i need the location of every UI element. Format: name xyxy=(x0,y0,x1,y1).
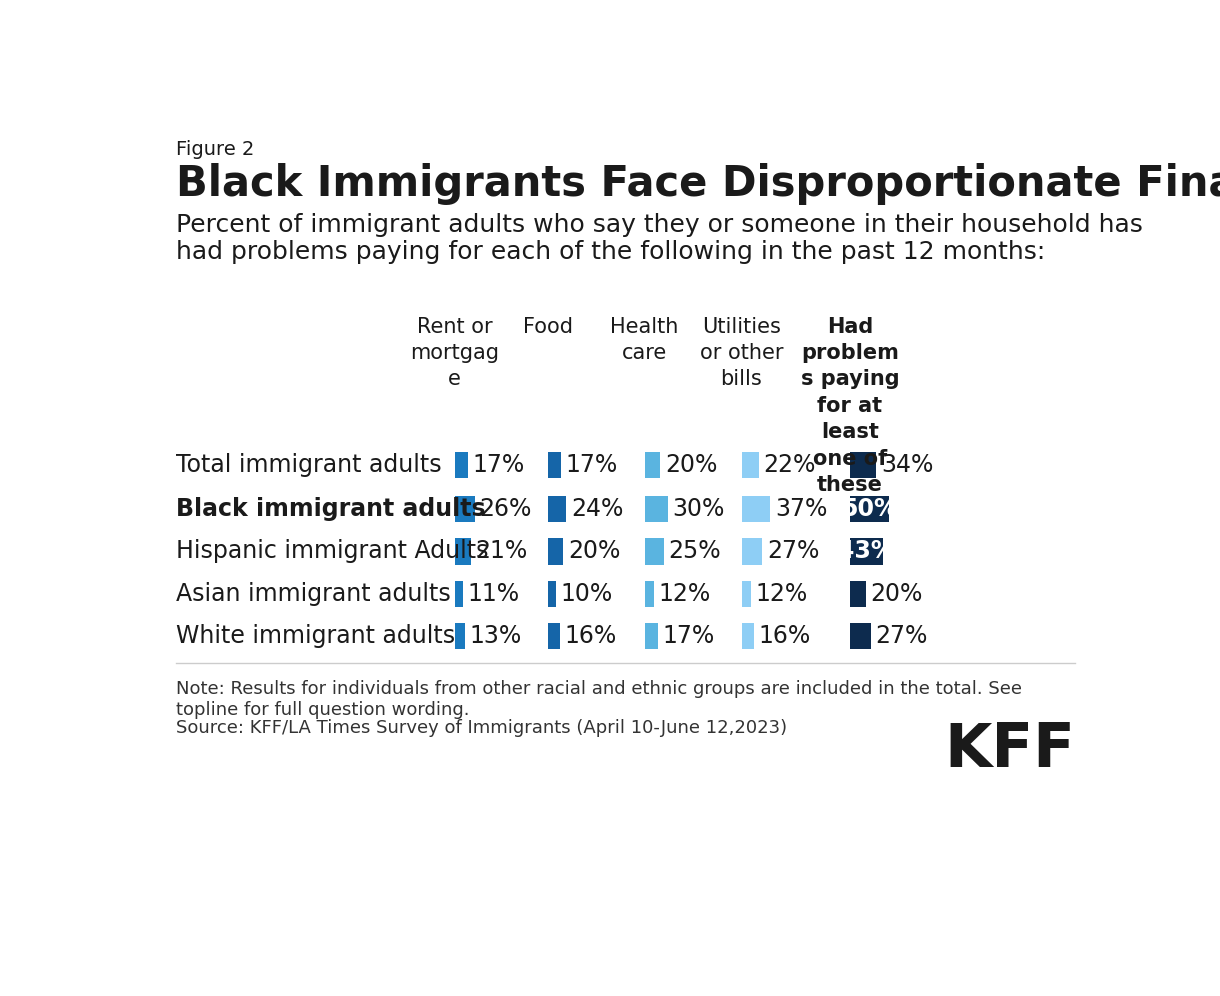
Text: Rent or
mortgag
e: Rent or mortgag e xyxy=(410,317,499,389)
Text: 26%: 26% xyxy=(479,497,532,521)
Text: 10%: 10% xyxy=(560,582,612,606)
Text: 17%: 17% xyxy=(566,453,617,477)
Bar xyxy=(455,623,465,649)
Text: 16%: 16% xyxy=(759,624,811,648)
Text: 20%: 20% xyxy=(567,540,620,564)
Text: Health
care: Health care xyxy=(610,317,678,363)
Text: Hispanic immigrant Adults: Hispanic immigrant Adults xyxy=(176,540,488,564)
Text: Utilities
or other
bills: Utilities or other bills xyxy=(700,317,783,389)
Text: 11%: 11% xyxy=(468,582,520,606)
Text: 37%: 37% xyxy=(775,497,827,521)
Text: 21%: 21% xyxy=(476,540,528,564)
Text: 17%: 17% xyxy=(472,453,525,477)
Text: 27%: 27% xyxy=(876,624,928,648)
Text: 12%: 12% xyxy=(659,582,711,606)
Text: Figure 2: Figure 2 xyxy=(176,139,254,158)
Bar xyxy=(455,539,471,565)
Bar xyxy=(455,452,468,478)
Text: Food: Food xyxy=(522,317,572,337)
Bar xyxy=(548,496,566,522)
Bar xyxy=(644,581,654,607)
Text: 12%: 12% xyxy=(755,582,808,606)
Text: Note: Results for individuals from other racial and ethnic groups are included i: Note: Results for individuals from other… xyxy=(176,680,1022,719)
Text: Asian immigrant adults: Asian immigrant adults xyxy=(176,582,450,606)
Bar xyxy=(548,623,560,649)
Bar xyxy=(548,452,561,478)
Text: 17%: 17% xyxy=(662,624,715,648)
Bar xyxy=(644,539,664,565)
Bar xyxy=(850,581,865,607)
Text: KFF: KFF xyxy=(944,721,1075,780)
Bar xyxy=(644,623,658,649)
Bar xyxy=(548,581,555,607)
Text: 13%: 13% xyxy=(470,624,522,648)
Text: 20%: 20% xyxy=(665,453,717,477)
Bar xyxy=(644,452,660,478)
Bar xyxy=(850,496,888,522)
Bar xyxy=(742,452,759,478)
Bar xyxy=(742,496,770,522)
Text: 22%: 22% xyxy=(764,453,816,477)
Text: Black Immigrants Face Disproportionate Financial Challenges: Black Immigrants Face Disproportionate F… xyxy=(176,162,1220,204)
Bar xyxy=(742,623,754,649)
Bar xyxy=(644,496,667,522)
Bar xyxy=(850,539,883,565)
Text: Total immigrant adults: Total immigrant adults xyxy=(176,453,442,477)
Text: 25%: 25% xyxy=(669,540,721,564)
Text: White immigrant adults: White immigrant adults xyxy=(176,624,455,648)
Bar xyxy=(742,581,750,607)
Bar xyxy=(455,496,475,522)
Text: 20%: 20% xyxy=(870,582,922,606)
Bar xyxy=(455,581,464,607)
Bar xyxy=(850,623,871,649)
Text: Black immigrant adults: Black immigrant adults xyxy=(176,497,486,521)
Text: 30%: 30% xyxy=(672,497,725,521)
Text: 27%: 27% xyxy=(767,540,820,564)
Text: 16%: 16% xyxy=(565,624,617,648)
Text: 24%: 24% xyxy=(571,497,623,521)
Text: Source: KFF/LA Times Survey of Immigrants (April 10-June 12,2023): Source: KFF/LA Times Survey of Immigrant… xyxy=(176,718,787,737)
Bar xyxy=(850,452,876,478)
Bar xyxy=(548,539,564,565)
Text: 34%: 34% xyxy=(881,453,933,477)
Text: 43%: 43% xyxy=(838,540,895,564)
Bar xyxy=(742,539,762,565)
Text: Had
problem
s paying
for at
least
one of
these: Had problem s paying for at least one of… xyxy=(800,317,899,495)
Text: 50%: 50% xyxy=(841,497,898,521)
Text: Percent of immigrant adults who say they or someone in their household has
had p: Percent of immigrant adults who say they… xyxy=(176,213,1143,265)
